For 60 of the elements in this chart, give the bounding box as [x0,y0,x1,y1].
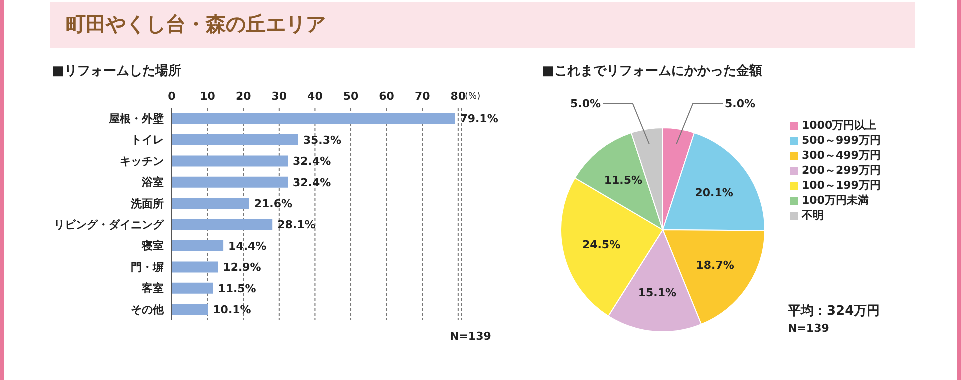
data-label: 21.6% [254,198,293,211]
x-tick-label: 50 [343,90,360,103]
bar [172,198,250,210]
legend-label: 100～199万円 [802,179,881,192]
data-label: 32.4% [293,176,332,190]
data-label: 20.1% [695,186,734,200]
data-label: 32.4% [293,155,332,168]
chart-title: ■これまでリフォームにかかった金額 [542,62,764,80]
y-tick-label: 門・塀 [131,260,164,274]
legend-label: 1000万円以上 [802,119,877,132]
y-tick-label: 客室 [141,282,164,296]
data-label: 5.0% [570,98,601,110]
legend-label: 200～299万円 [802,164,881,177]
bar [172,113,456,124]
bar [172,282,214,294]
bar [172,219,273,230]
bar [172,134,298,146]
legend-label: 不明 [802,209,824,222]
bar [172,176,288,188]
y-tick-label: 洗面所 [130,197,164,210]
x-tick-label: 20 [236,90,252,103]
bar [172,304,208,316]
x-tick-label: 0 [168,90,176,103]
data-label: 12.9% [223,261,262,274]
bar [172,262,218,273]
data-label: 79.1% [460,112,498,126]
x-axis-title: (%) [465,92,481,102]
y-tick-label: キッチン [120,154,164,168]
x-tick-label: 10 [200,90,216,103]
data-label: 18.7% [696,258,734,272]
y-tick-label: 浴室 [141,176,164,190]
data-label: 15.1% [638,286,677,300]
chart-subtitle: ■リフォームした場所 [52,63,182,80]
x-tick-label: 60 [379,90,395,103]
x-tick-label: 70 [414,90,431,103]
y-tick-label: 寝室 [141,240,164,253]
y-tick-label: 屋根・外壁 [108,112,164,126]
text: 平均：324万円 [788,303,880,320]
x-tick-label: 80 [450,90,466,103]
data-label: 35.3% [303,134,342,147]
bar [172,240,224,252]
y-tick-label: トイレ [131,134,164,147]
y-tick-label: リビング・ダイニング [54,218,165,232]
text: N=139 [788,322,830,335]
x-tick-label: 30 [272,90,288,103]
legend-label: 500～999万円 [802,134,881,147]
legend-label: 100万円未満 [802,194,869,207]
data-label: 28.1% [278,218,316,232]
data-label: 5.0% [725,98,756,110]
legend-label: 300～499万円 [802,149,881,162]
chart-title: 町田やくし台・森の丘エリア [66,11,326,38]
data-label: 11.5% [604,174,643,188]
data-label: 11.5% [218,282,256,296]
text: N=139 [450,330,492,343]
data-label: 14.4% [228,240,267,253]
data-label: 24.5% [582,238,621,252]
data-label: 10.1% [213,304,252,317]
y-tick-label: その他 [131,303,165,316]
x-tick-label: 40 [308,90,324,103]
bar [172,156,288,167]
